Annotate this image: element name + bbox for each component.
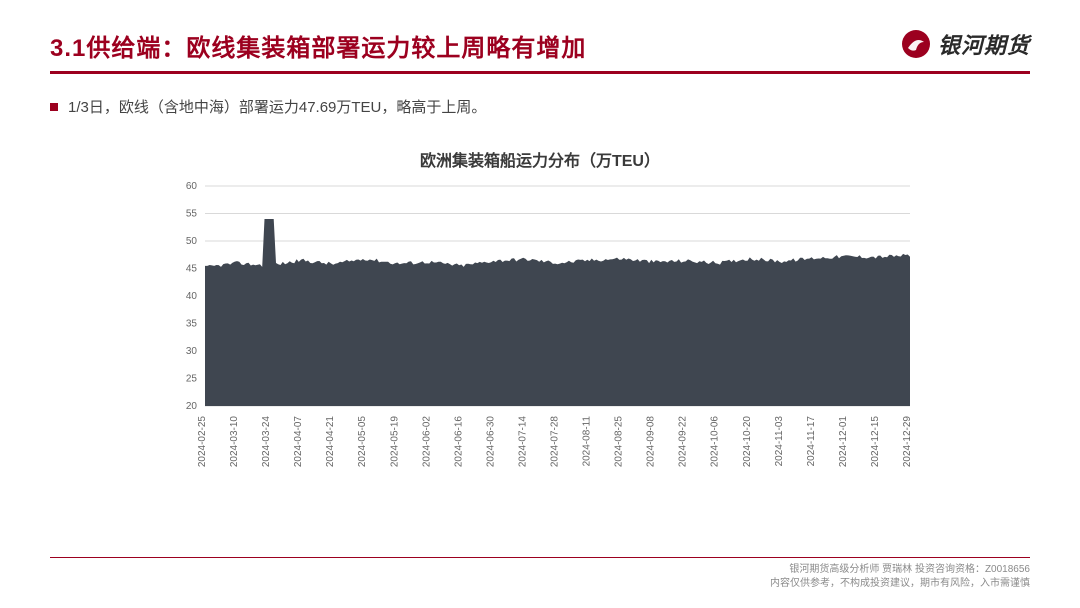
svg-text:2024-07-14: 2024-07-14 <box>517 416 528 468</box>
footer-divider <box>50 557 1030 558</box>
svg-text:50: 50 <box>186 236 198 247</box>
svg-text:2024-05-19: 2024-05-19 <box>389 416 400 468</box>
bullet-text: 1/3日，欧线（含地中海）部署运力47.69万TEU，略高于上周。 <box>68 96 486 117</box>
svg-text:2024-12-29: 2024-12-29 <box>902 416 913 468</box>
svg-text:2024-03-24: 2024-03-24 <box>261 416 272 468</box>
svg-text:2024-05-05: 2024-05-05 <box>357 416 368 468</box>
svg-text:2024-09-22: 2024-09-22 <box>678 416 689 468</box>
chart-title: 欧洲集装箱船运力分布（万TEU） <box>160 147 920 171</box>
svg-text:2024-12-01: 2024-12-01 <box>838 416 849 468</box>
svg-text:2024-08-25: 2024-08-25 <box>614 416 625 468</box>
logo-text: 银河期货 <box>938 28 1030 60</box>
page-title: 3.1供给端：欧线集装箱部署运力较上周略有增加 <box>50 28 586 63</box>
svg-text:55: 55 <box>186 209 198 220</box>
svg-text:40: 40 <box>186 291 198 302</box>
brand-logo: 银河期货 <box>900 28 1030 60</box>
svg-text:2024-09-08: 2024-09-08 <box>646 416 657 468</box>
svg-text:2024-11-03: 2024-11-03 <box>774 416 785 467</box>
disclaimer-line-1: 银河期货高级分析师 贾瑞林 投资咨询资格：Z0018656 <box>770 563 1030 577</box>
title-underline <box>50 71 1030 74</box>
svg-text:2024-04-21: 2024-04-21 <box>325 416 336 468</box>
svg-text:30: 30 <box>186 346 198 357</box>
bullet-item: 1/3日，欧线（含地中海）部署运力47.69万TEU，略高于上周。 <box>50 96 1030 117</box>
svg-text:2024-02-25: 2024-02-25 <box>197 416 208 468</box>
svg-text:20: 20 <box>186 401 198 412</box>
svg-text:60: 60 <box>186 181 198 192</box>
svg-text:25: 25 <box>186 374 198 385</box>
svg-text:2024-12-15: 2024-12-15 <box>870 416 881 468</box>
disclaimer: 银河期货高级分析师 贾瑞林 投资咨询资格：Z0018656 内容仅供参考，不构成… <box>770 563 1030 590</box>
svg-text:2024-10-20: 2024-10-20 <box>742 416 753 468</box>
svg-text:35: 35 <box>186 319 198 330</box>
logo-mark-icon <box>900 28 932 60</box>
svg-text:2024-06-02: 2024-06-02 <box>421 416 432 468</box>
svg-text:2024-11-17: 2024-11-17 <box>806 416 817 467</box>
svg-text:2024-04-07: 2024-04-07 <box>293 416 304 468</box>
chart-svg: 20 25 30 35 40 45 50 55 60 2024-02-25 2024-03-10 20… <box>160 181 920 481</box>
svg-text:2024-06-30: 2024-06-30 <box>485 416 496 468</box>
svg-text:2024-07-28: 2024-07-28 <box>550 416 561 468</box>
svg-text:2024-06-16: 2024-06-16 <box>453 416 464 468</box>
svg-text:2024-03-10: 2024-03-10 <box>229 416 240 468</box>
bullet-square-icon <box>50 103 58 111</box>
svg-text:45: 45 <box>186 264 198 275</box>
svg-text:2024-08-11: 2024-08-11 <box>582 416 593 467</box>
disclaimer-line-2: 内容仅供参考，不构成投资建议，期市有风险，入市需谨慎 <box>770 577 1030 591</box>
capacity-chart: 欧洲集装箱船运力分布（万TEU） 20 25 30 35 40 45 50 55 60 2024-… <box>160 147 920 487</box>
svg-text:2024-10-06: 2024-10-06 <box>710 416 721 468</box>
